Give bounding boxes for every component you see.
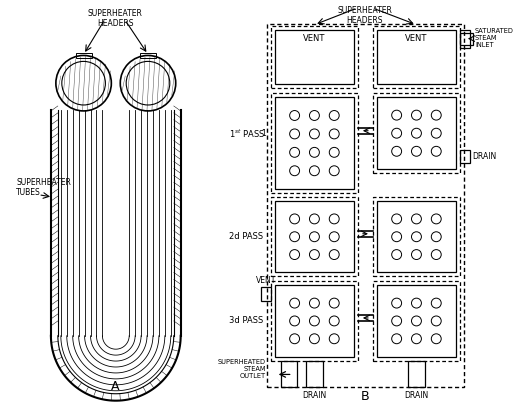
- Bar: [373, 197, 460, 276]
- Bar: [281, 361, 297, 387]
- Bar: [140, 53, 156, 58]
- Text: SATURATED
STEAM
INLET: SATURATED STEAM INLET: [475, 28, 514, 48]
- Text: 2d PASS: 2d PASS: [229, 232, 264, 241]
- Bar: [275, 285, 354, 357]
- Bar: [305, 361, 323, 387]
- Bar: [271, 26, 358, 88]
- Bar: [75, 53, 92, 58]
- Bar: [377, 30, 456, 84]
- Text: DRAIN: DRAIN: [472, 152, 496, 161]
- Text: SUPERHEATER
HEADERS: SUPERHEATER HEADERS: [88, 9, 143, 28]
- Text: SUPERHEATER
HEADERS: SUPERHEATER HEADERS: [337, 6, 392, 25]
- Bar: [377, 285, 456, 357]
- Text: 1$^{st}$ PASS: 1$^{st}$ PASS: [229, 128, 266, 140]
- Text: SUPERHEATED
STEAM
OUTLET: SUPERHEATED STEAM OUTLET: [218, 359, 266, 379]
- Text: SUPERHEATER
TUBES: SUPERHEATER TUBES: [16, 178, 71, 197]
- Text: A: A: [111, 380, 119, 393]
- Text: VENT: VENT: [303, 34, 325, 43]
- Bar: [275, 97, 354, 189]
- Bar: [271, 93, 358, 193]
- Bar: [460, 30, 470, 48]
- Bar: [377, 201, 456, 272]
- Bar: [408, 361, 425, 387]
- Bar: [460, 33, 473, 45]
- Bar: [373, 281, 460, 361]
- Text: 3d PASS: 3d PASS: [229, 317, 264, 325]
- Bar: [267, 24, 464, 387]
- Text: 1: 1: [261, 129, 266, 138]
- Bar: [373, 26, 460, 88]
- Text: B: B: [361, 390, 369, 403]
- Bar: [373, 93, 460, 173]
- Text: DRAIN: DRAIN: [405, 391, 429, 400]
- Bar: [275, 30, 354, 84]
- Bar: [261, 287, 271, 301]
- Bar: [377, 97, 456, 169]
- Bar: [460, 150, 470, 163]
- Bar: [271, 197, 358, 276]
- Text: VENT: VENT: [405, 34, 428, 43]
- Text: VENT: VENT: [256, 276, 276, 285]
- Bar: [271, 281, 358, 361]
- Bar: [275, 201, 354, 272]
- Text: DRAIN: DRAIN: [302, 391, 326, 400]
